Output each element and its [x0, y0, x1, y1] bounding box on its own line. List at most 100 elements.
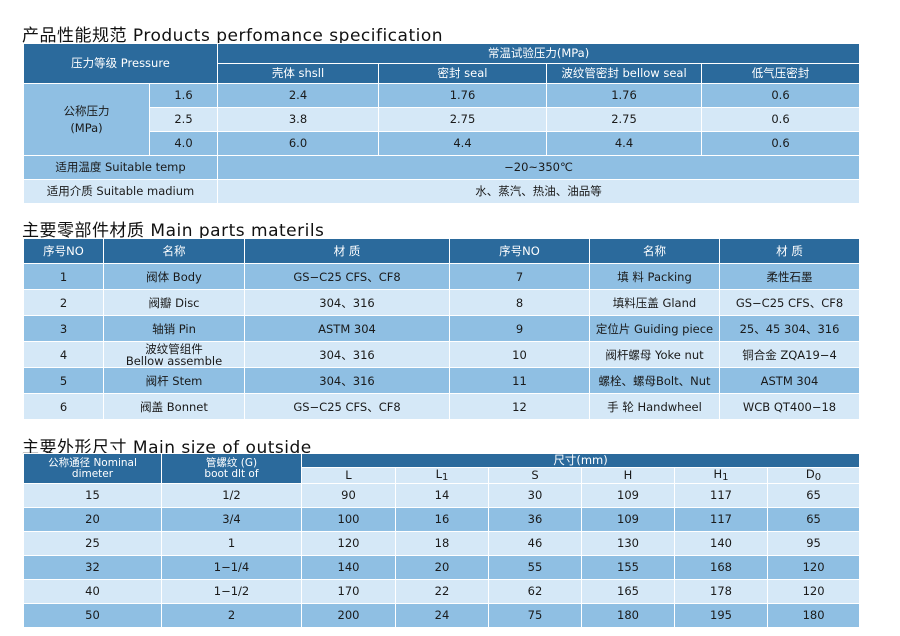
- materials-cell-text: ASTM 304: [318, 321, 376, 336]
- size-cell: 15: [23, 483, 162, 508]
- suitable-temp-label: 适用温度 Suitable temp: [22, 155, 219, 180]
- materials-cell-text: 螺栓、螺母Bolt、Nut: [598, 373, 711, 388]
- size-cell: 62: [488, 579, 582, 604]
- pressure-row: 公称压力 (MPa) 1.6 2.4 1.76 1.76 0.6: [23, 83, 861, 156]
- materials-cell-text: 阀瓣 Disc: [148, 295, 200, 310]
- size-col-header: S: [488, 467, 582, 484]
- size-cell: 50: [23, 603, 162, 628]
- size-col-symbol: D: [805, 467, 815, 481]
- test-pressure-value: 1.76: [546, 83, 703, 108]
- test-pressure-value: 6.0: [217, 131, 380, 156]
- materials-col-header: 材 质: [244, 238, 450, 264]
- size-cell: 2: [161, 603, 302, 628]
- materials-cell: 螺栓、螺母Bolt、Nut: [589, 367, 720, 394]
- materials-cell: WCB QT400−18: [719, 393, 860, 420]
- materials-cell-text: 填 料 Packing: [617, 269, 692, 284]
- materials-cell: 7: [449, 263, 590, 290]
- materials-cell: 9: [449, 315, 590, 342]
- size-col-header: L1: [395, 467, 489, 484]
- materials-cell: 10: [449, 341, 590, 368]
- materials-cell: 轴销 Pin: [103, 315, 245, 342]
- materials-cell-text: GS−C25 CFS、CF8: [293, 269, 401, 284]
- materials-cell-text: 6: [59, 399, 68, 414]
- test-pressure-col-header: 波纹管密封 bellow seal: [546, 63, 703, 84]
- nominal-pressure-text: 公称压力 (MPa): [63, 103, 110, 135]
- size-cell: 117: [674, 507, 768, 532]
- materials-cell-text: 11: [512, 373, 527, 388]
- size-mm-header: 尺寸(mm): [300, 453, 861, 468]
- size-table: 公称通径 Nominal dimeter 管螺纹 (G) boot dlt of…: [23, 453, 861, 628]
- size-cell: 25: [23, 531, 162, 556]
- materials-col-header: 序号NO: [449, 238, 590, 264]
- materials-cell-text: 阀杆 Stem: [145, 373, 203, 388]
- materials-cell: 25、45 304、316: [719, 315, 860, 342]
- materials-cell: 阀瓣 Disc: [103, 289, 245, 316]
- materials-row: 5 阀杆 Stem 304、316 11 螺栓、螺母Bolt、Nut ASTM 304: [23, 367, 860, 394]
- nominal-diameter-label: 公称通径 Nominal dimeter: [48, 456, 137, 480]
- size-cell: 16: [395, 507, 489, 532]
- materials-cell: 8: [449, 289, 590, 316]
- materials-cell-text: 4: [59, 347, 68, 362]
- size-cell: 120: [766, 579, 861, 604]
- materials-cell-text: 304、316: [319, 295, 375, 310]
- test-pressure-value: 2.75: [378, 107, 548, 132]
- size-row: 15 1/2 90 14 30 109 117 65: [23, 483, 861, 508]
- materials-cell: GS−C25 CFS、CF8: [244, 263, 450, 290]
- materials-cell: 2: [23, 289, 104, 316]
- materials-cell: 阀杆 Stem: [103, 367, 245, 394]
- size-cell: 200: [301, 603, 396, 628]
- materials-cell: 3: [23, 315, 104, 342]
- size-cell: 100: [301, 507, 396, 532]
- thread-header: 管螺纹 (G) boot dlt of: [161, 453, 302, 484]
- materials-cell-text: 波纹管组件 Bellow assemble: [125, 341, 223, 368]
- materials-cell: 12: [449, 393, 590, 420]
- materials-cell: 6: [23, 393, 104, 420]
- size-row: 25 1 120 18 46 130 140 95: [23, 531, 861, 556]
- size-cell: 30: [488, 483, 582, 508]
- size-col-symbol: L: [435, 467, 443, 481]
- materials-row: 2 阀瓣 Disc 304、316 8 填料压盖 Gland GS−C25 CFS、CF8: [23, 289, 860, 316]
- materials-cell-text: 304、316: [319, 373, 375, 388]
- suitable-medium-label: 适用介质 Suitable madium: [22, 179, 219, 204]
- pressure-row: 2.5 3.8 2.75 2.75 0.6: [24, 107, 861, 132]
- size-cell: 178: [674, 579, 768, 604]
- materials-cell-text: GS−C25 CFS、CF8: [735, 295, 844, 310]
- section-title-performance: 产品性能规范 Products perfomance specification: [22, 26, 444, 46]
- size-cell: 155: [581, 555, 675, 580]
- materials-cell: GS−C25 CFS、CF8: [244, 393, 450, 420]
- pressure-value: 4.0: [148, 131, 219, 156]
- test-pressure-value: 0.6: [701, 107, 861, 132]
- materials-cell-text: 12: [512, 399, 527, 414]
- size-cell: 130: [581, 531, 675, 556]
- size-cell: 40: [23, 579, 162, 604]
- size-col-symbol: S: [531, 468, 539, 483]
- thread-label: 管螺纹 (G) boot dlt of: [204, 456, 259, 480]
- materials-cell-text: 手 轮 Handwheel: [607, 399, 702, 414]
- materials-cell-text: 10: [512, 347, 527, 362]
- size-cell: 180: [766, 603, 861, 628]
- suitable-medium-value: 水、蒸汽、热油、油品等: [217, 179, 861, 204]
- test-pressure-value: 1.76: [378, 83, 548, 108]
- materials-cell: 阀盖 Bonnet: [103, 393, 245, 420]
- test-pressure-col-header: 密封 seal: [378, 63, 548, 84]
- size-cell: 36: [488, 507, 582, 532]
- pressure-value: 1.6: [148, 83, 219, 108]
- test-pressure-value: 0.6: [701, 83, 861, 108]
- materials-cell: 阀体 Body: [103, 263, 245, 290]
- materials-cell-text: 铜合金 ZQA19−4: [742, 347, 837, 362]
- materials-cell-text: 轴销 Pin: [152, 321, 196, 336]
- materials-cell: 柔性石墨: [719, 263, 860, 290]
- size-cell: 140: [674, 531, 768, 556]
- materials-col-header: 序号NO: [23, 238, 104, 264]
- materials-cell-text: 阀盖 Bonnet: [140, 399, 208, 414]
- materials-cell: GS−C25 CFS、CF8: [719, 289, 860, 316]
- materials-row: 4 波纹管组件 Bellow assemble 304、316 10 阀杆螺母 Yoke…: [23, 341, 860, 368]
- size-col-header: D0: [766, 467, 861, 484]
- suitable-temp-value: −20~350℃: [217, 155, 861, 180]
- size-col-symbol: H: [713, 467, 723, 481]
- materials-cell-text: 8: [515, 295, 524, 310]
- materials-cell: 定位片 Guiding piece: [589, 315, 720, 342]
- materials-col-header: 材 质: [719, 238, 860, 264]
- size-cell: 90: [301, 483, 396, 508]
- size-row: 32 1−1/4 140 20 55 155 168 120: [23, 555, 861, 580]
